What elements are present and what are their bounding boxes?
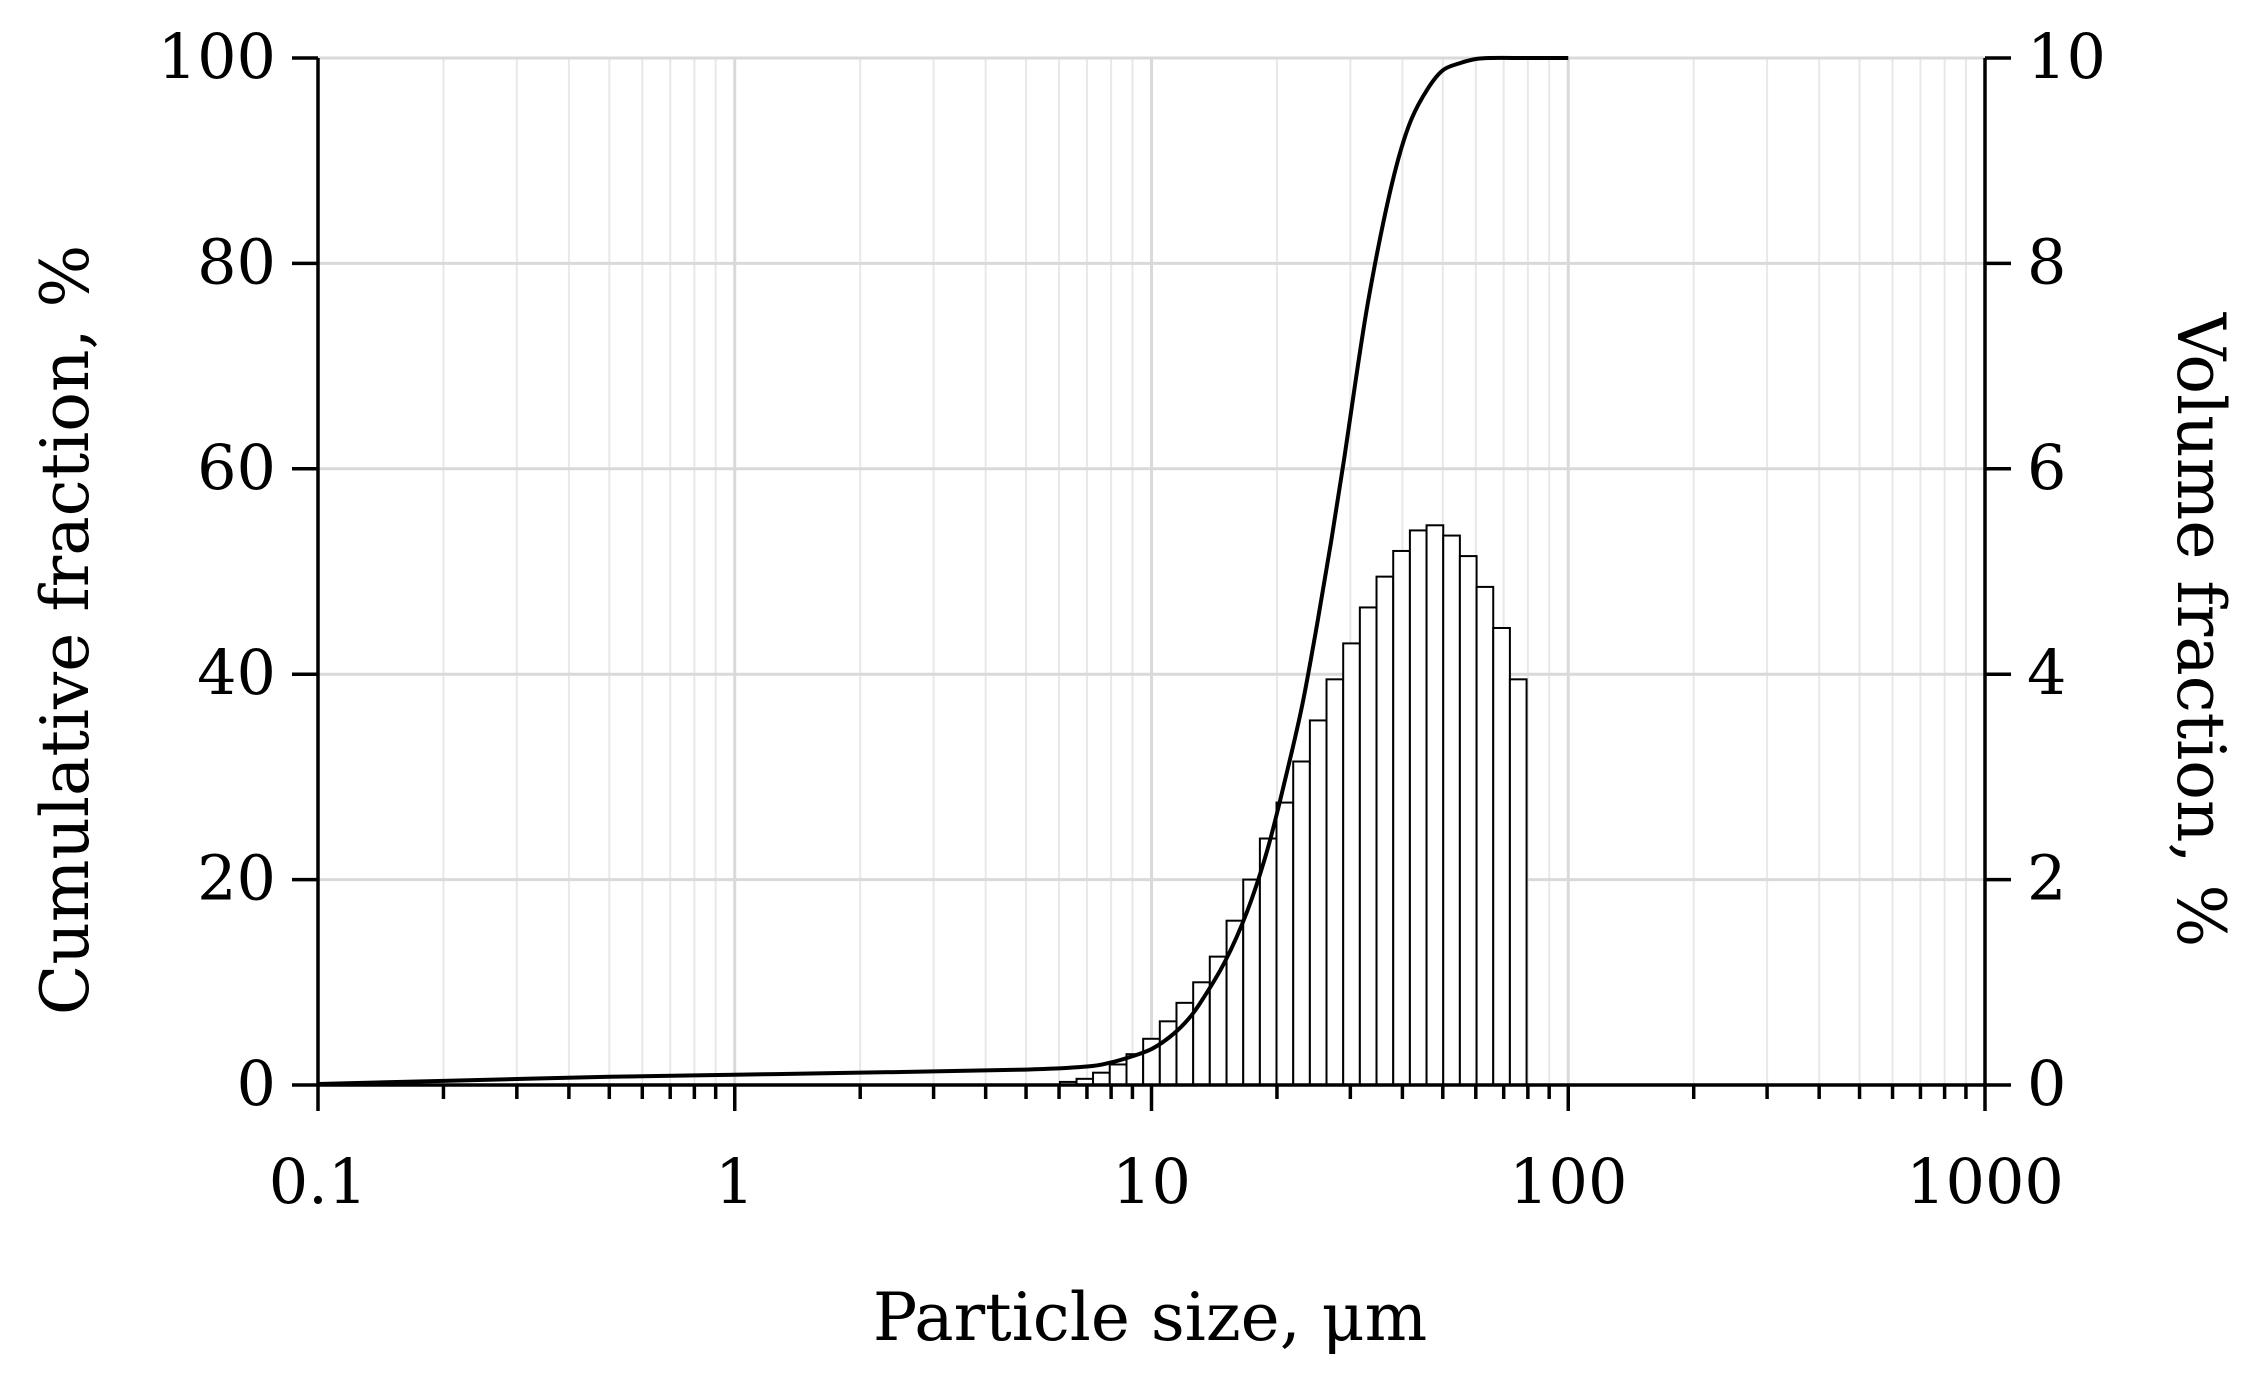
grid-layer [316, 56, 1987, 1087]
y-axis-left-title: Cumulative fraction, % [27, 245, 104, 1015]
histogram-bar [1475, 585, 1495, 1087]
histogram-bar [1342, 642, 1361, 1086]
y-right-tick-label: 6 [2027, 431, 2066, 504]
x-tick-label: 10 [1112, 1145, 1191, 1218]
y-left-tick-label: 60 [197, 431, 276, 504]
y-left-tick-label: 100 [158, 20, 276, 93]
cumulative-fraction-line [317, 55, 1569, 1086]
histogram-bar [1375, 575, 1395, 1086]
x-tick-label: 100 [1509, 1145, 1627, 1218]
y-left-tick-label: 40 [197, 636, 276, 709]
y-left-tick-label: 80 [197, 225, 276, 298]
histogram-bar [1458, 555, 1478, 1086]
histogram-bar [1258, 837, 1278, 1087]
y-right-tick-label: 10 [2027, 20, 2106, 93]
histogram-bar [1442, 534, 1461, 1086]
y-right-tick-label: 0 [2027, 1047, 2066, 1120]
histogram-bar [1508, 678, 1528, 1087]
axes [292, 56, 2011, 1111]
y-left-tick-label: 20 [197, 842, 276, 915]
cumulative-curve [317, 55, 1569, 1086]
x-axis-title: Particle size, μm [873, 1279, 1427, 1356]
y-left-tick-label: 0 [237, 1047, 276, 1120]
y-right-tick-label: 4 [2027, 636, 2066, 709]
histogram-bar [1292, 760, 1311, 1086]
histogram-bar [1092, 1071, 1111, 1087]
y-axis-right-title: Volume fraction, % [2162, 312, 2239, 947]
histogram-bar [1108, 1063, 1128, 1086]
histogram-bar [1325, 678, 1345, 1087]
histogram-bar [1275, 801, 1295, 1086]
x-tick-label: 1000 [1906, 1145, 2064, 1218]
y-right-tick-label: 8 [2027, 225, 2066, 298]
histogram-bar [1358, 606, 1378, 1086]
histogram-bar [1425, 524, 1445, 1086]
y-right-tick-label: 2 [2027, 842, 2066, 915]
histogram-bar [1408, 529, 1428, 1086]
histogram-bar [1308, 719, 1328, 1086]
x-tick-label: 1 [715, 1145, 754, 1218]
histogram-bar [1392, 549, 1411, 1086]
histogram-bar [1492, 626, 1511, 1086]
x-tick-label: 0.1 [269, 1145, 368, 1218]
volume-fraction-bars [1058, 524, 1528, 1087]
